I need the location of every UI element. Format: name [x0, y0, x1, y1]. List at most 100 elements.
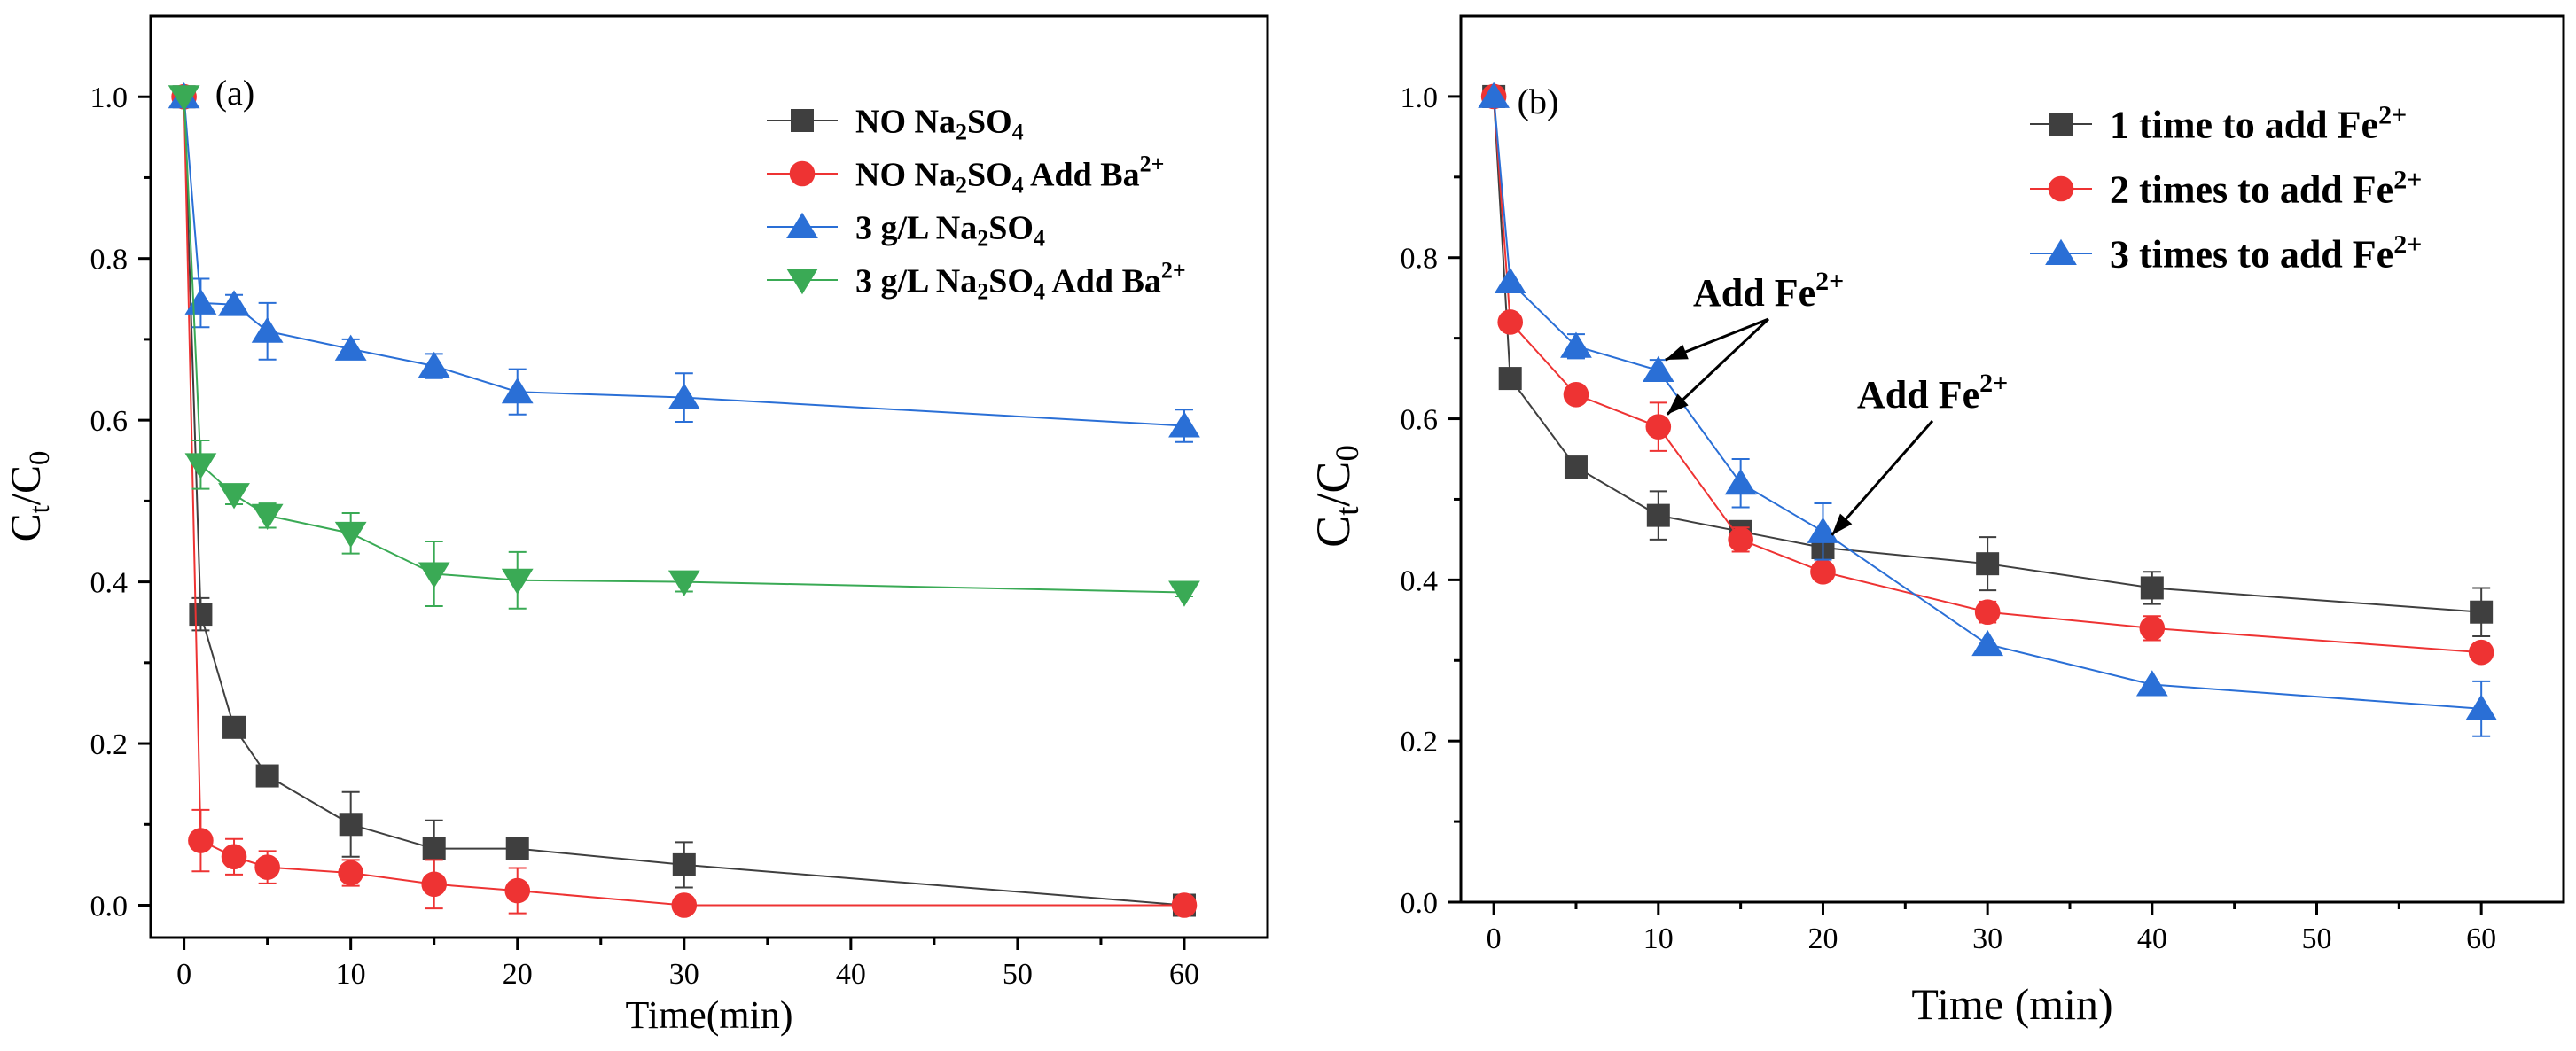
legend-marker [786, 269, 818, 295]
y-tick-label: 0.4 [90, 567, 129, 600]
data-point [1646, 503, 1670, 527]
legend-entry: NO Na2SO4 Add Ba2+ [855, 151, 1164, 198]
data-point [2140, 576, 2164, 600]
legend-entry: 3 times to add Fe2+ [2110, 230, 2422, 276]
legend-entry: 2 times to add Fe2+ [2110, 165, 2422, 211]
data-point [418, 351, 450, 378]
x-tick-label: 0 [176, 958, 191, 991]
data-point [1564, 455, 1588, 479]
plot-frame [1459, 14, 2565, 904]
data-point [339, 813, 363, 837]
data-point [1642, 355, 1674, 382]
x-tick-label: 50 [1003, 958, 1033, 991]
series-2 [171, 83, 1198, 918]
data-point [334, 334, 367, 361]
y-tick-label: 1.0 [90, 82, 129, 114]
data-point [667, 383, 700, 409]
legend-entry: 1 time to add Fe2+ [2110, 100, 2407, 146]
data-point [251, 316, 284, 343]
legend-marker [786, 212, 818, 238]
data-point [1563, 381, 1589, 408]
x-tick-label: 40 [2137, 923, 2167, 955]
data-point [1724, 469, 1757, 495]
data-point [2468, 639, 2494, 666]
legend-marker [791, 109, 814, 132]
data-point [671, 892, 698, 918]
series-3 [168, 82, 1200, 443]
arrow-head [1667, 393, 1689, 415]
annotation-label: Add Fe2+ [1693, 267, 1844, 315]
annotation-label: Add Fe2+ [1857, 369, 2008, 417]
x-tick-label: 60 [1169, 958, 1199, 991]
annotations: Add Fe2+ Add Fe2+ [1665, 267, 2008, 536]
x-tick-label: 30 [669, 958, 699, 991]
data-point [222, 715, 246, 739]
data-point [1560, 331, 1592, 358]
data-point [184, 453, 217, 479]
data-point [421, 871, 448, 898]
legend-entry: 3 g/L Na2SO4 Add Ba2+ [855, 257, 1186, 304]
data-point [218, 290, 250, 316]
data-point [218, 483, 250, 510]
panel-label: (b) [1518, 82, 1559, 121]
y-tick-label: 0.0 [90, 891, 129, 923]
data-point [1976, 552, 2000, 576]
x-axis-label: Time(min) [625, 993, 792, 1037]
data-point [1494, 267, 1526, 293]
series-line [183, 97, 1185, 907]
data-point [422, 837, 446, 860]
data-point [188, 828, 214, 853]
data-point [334, 521, 367, 549]
data-point [1810, 558, 1836, 585]
annotation-arrow [1831, 420, 1934, 536]
data-point [1168, 580, 1200, 607]
data-point [221, 844, 247, 870]
data-point [1974, 599, 2001, 626]
y-axis-label: Ct/C0 [1307, 445, 1365, 548]
x-axis-label: Time (min) [1911, 979, 2112, 1029]
legend: 1 time to add Fe2+ 2 times to add Fe2+ 3 t… [2030, 100, 2422, 276]
x-tick-label: 60 [2466, 923, 2496, 955]
x-tick-label: 10 [1643, 923, 1674, 955]
legend-marker [2049, 113, 2073, 136]
series-3 [1478, 82, 2498, 737]
y-tick-label: 0.6 [1401, 404, 1439, 437]
data-point [1498, 367, 1522, 391]
data-point [505, 837, 529, 860]
data-point [501, 377, 534, 404]
x-tick-label: 0 [1487, 923, 1502, 955]
data-point [255, 764, 279, 788]
arrow-head [1831, 513, 1853, 535]
x-tick-label: 30 [1972, 923, 2002, 955]
y-tick-label: 0.8 [90, 244, 129, 276]
series-4 [168, 85, 1200, 610]
plot-frame [149, 14, 1269, 939]
data-point [504, 877, 531, 904]
data-point [1807, 517, 1839, 543]
y-tick-label: 1.0 [1401, 82, 1439, 114]
arrow-head [1665, 344, 1689, 360]
legend-entry: 3 g/L Na2SO4 [855, 209, 1045, 251]
legend: NO Na2SO4 NO Na2SO4 Add Ba2+ 3 g/L Na2SO4 3… [767, 103, 1186, 304]
data-point [189, 603, 213, 627]
data-point [1478, 82, 1510, 108]
x-tick-label: 20 [1807, 923, 1838, 955]
y-axis-label: Ct/C0 [3, 451, 56, 542]
data-point [1645, 414, 1672, 440]
data-point [1171, 892, 1198, 918]
data-point [1168, 411, 1200, 438]
data-point [1497, 309, 1524, 335]
data-point [2470, 600, 2494, 624]
data-point [1971, 629, 2004, 657]
legend-marker [2048, 175, 2074, 202]
data-point [2465, 694, 2498, 720]
y-tick-label: 0.2 [90, 728, 129, 761]
data-point [501, 568, 534, 596]
y-tick-label: 0.0 [1401, 887, 1439, 920]
legend-marker [789, 160, 816, 187]
x-tick-label: 40 [836, 958, 866, 991]
data-point [667, 570, 700, 596]
data-point [2135, 670, 2168, 697]
y-tick-label: 0.4 [1401, 564, 1439, 597]
